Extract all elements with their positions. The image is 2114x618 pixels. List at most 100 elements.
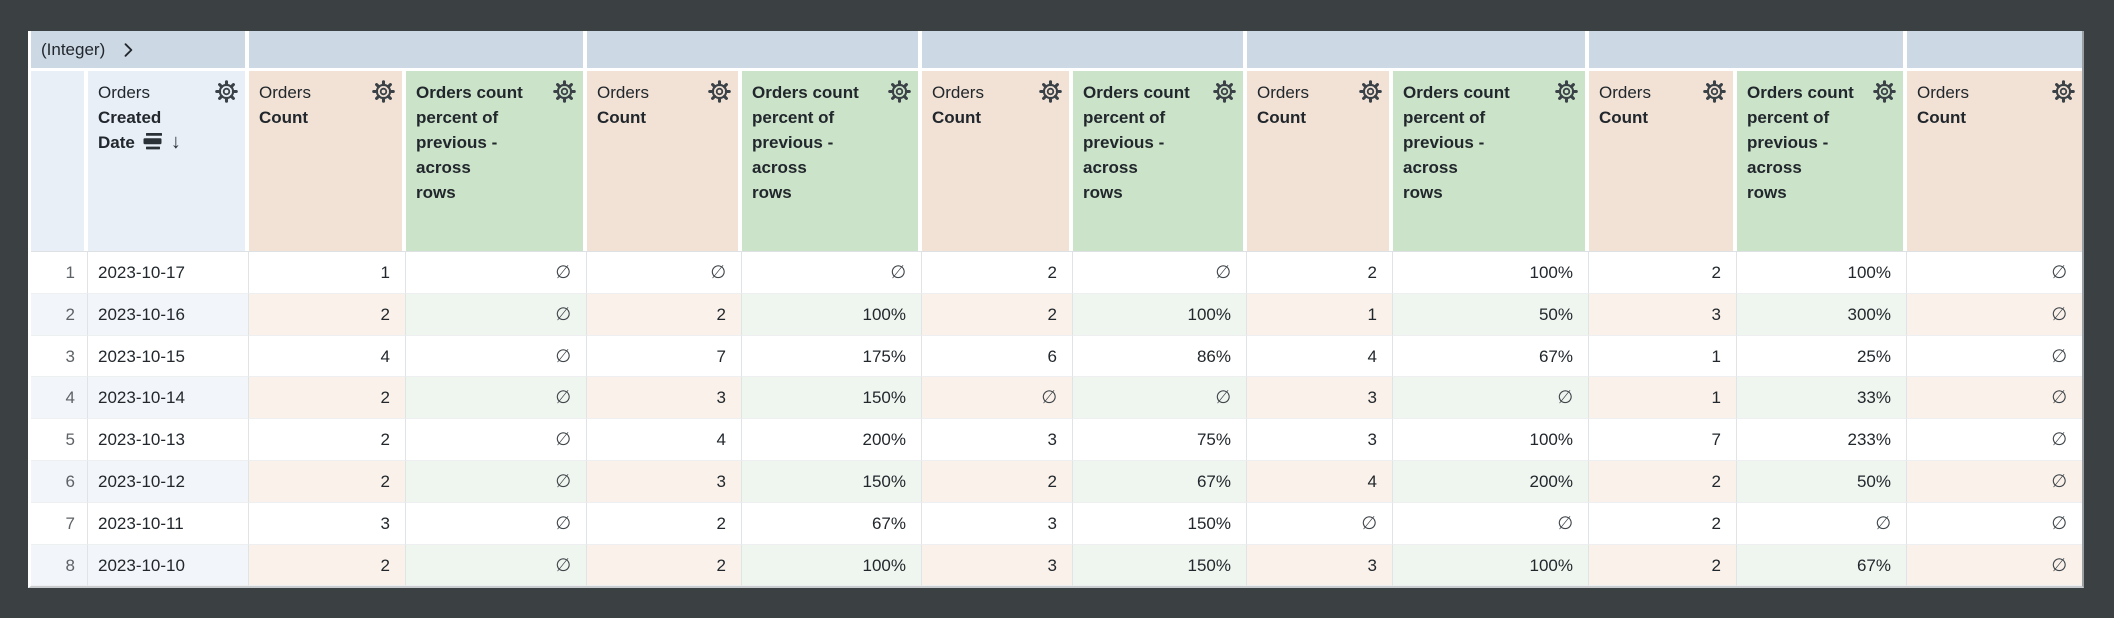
value-cell[interactable]: 2 [249,377,406,420]
value-cell[interactable]: 100% [1393,419,1589,461]
value-cell[interactable]: 67% [1737,544,1907,587]
gear-icon[interactable] [1213,80,1236,103]
gear-icon[interactable] [1555,80,1578,103]
column-header-orders-count[interactable]: Orders Count [249,71,406,251]
value-cell[interactable]: 3 [922,544,1073,587]
value-cell[interactable]: 2 [1589,502,1737,545]
value-cell[interactable]: 100% [742,293,922,336]
pivot-group-header[interactable]: (Integer) [31,31,249,71]
value-cell[interactable]: 3 [587,377,742,420]
column-header-orders-count[interactable]: Orders Count [1589,71,1737,251]
value-cell[interactable]: 200% [742,419,922,461]
value-cell[interactable]: 67% [742,502,922,545]
date-cell[interactable]: 2023-10-15 [88,335,249,378]
value-cell[interactable]: 4 [249,335,406,378]
value-cell[interactable]: 6 [922,335,1073,378]
column-header-orders-count[interactable]: Orders Count [922,71,1073,251]
value-cell[interactable]: 33% [1737,377,1907,420]
value-cell[interactable]: 150% [742,377,922,420]
value-cell[interactable]: 86% [1073,335,1247,378]
value-cell[interactable]: 300% [1737,293,1907,336]
value-cell[interactable]: 2 [587,293,742,336]
value-cell[interactable]: 7 [587,335,742,378]
value-cell[interactable]: 2 [1589,544,1737,587]
value-cell[interactable]: 3 [922,419,1073,461]
column-header-orders-count-percent-of-previous[interactable]: Orders count percent of previous - acros… [742,71,922,251]
null-cell: ∅ [1907,419,2082,461]
value-cell[interactable]: 4 [587,419,742,461]
gear-icon[interactable] [372,80,395,103]
gear-icon[interactable] [1703,80,1726,103]
gear-icon[interactable] [553,80,576,103]
value-cell[interactable]: 3 [1247,419,1393,461]
date-cell[interactable]: 2023-10-17 [88,252,249,294]
date-cell[interactable]: 2023-10-13 [88,419,249,461]
value-cell[interactable]: 2 [249,544,406,587]
value-cell[interactable]: 4 [1247,335,1393,378]
value-cell[interactable]: 2 [922,252,1073,294]
column-header-orders-count[interactable]: Orders Count [1247,71,1393,251]
value-cell[interactable]: 50% [1737,460,1907,503]
value-cell[interactable]: 2 [1247,252,1393,294]
value-cell[interactable]: 2 [922,460,1073,503]
gear-icon[interactable] [1359,80,1382,103]
value-cell[interactable]: 3 [1589,293,1737,336]
value-cell[interactable]: 67% [1073,460,1247,503]
view-name: Orders [1257,83,1309,102]
value-cell[interactable]: 4 [1247,460,1393,503]
value-cell[interactable]: 150% [1073,544,1247,587]
gear-icon[interactable] [215,80,238,103]
value-cell[interactable]: 2 [1589,460,1737,503]
date-cell[interactable]: 2023-10-12 [88,460,249,503]
gear-icon[interactable] [888,80,911,103]
value-cell[interactable]: 100% [1393,252,1589,294]
value-cell[interactable]: 150% [742,460,922,503]
value-cell[interactable]: 2 [922,293,1073,336]
value-cell[interactable]: 75% [1073,419,1247,461]
value-cell[interactable]: 2 [587,544,742,587]
column-header-orders-count-percent-of-previous[interactable]: Orders count percent of previous - acros… [406,71,587,251]
value-cell[interactable]: 175% [742,335,922,378]
value-cell[interactable]: 1 [1589,377,1737,420]
value-cell[interactable]: 233% [1737,419,1907,461]
value-cell[interactable]: 3 [587,460,742,503]
value-cell[interactable]: 67% [1393,335,1589,378]
value-cell[interactable]: 1 [249,252,406,294]
value-cell[interactable]: 1 [1247,293,1393,336]
column-header-orders-count-percent-of-previous[interactable]: Orders count percent of previous - acros… [1737,71,1907,251]
column-header-orders-created-date[interactable]: Orders Created Date ↓ [88,71,249,251]
value-cell[interactable]: 2 [249,419,406,461]
value-cell[interactable]: 3 [249,502,406,545]
value-cell[interactable]: 1 [1589,335,1737,378]
gear-icon[interactable] [1873,80,1896,103]
value-cell[interactable]: 3 [922,502,1073,545]
gear-icon[interactable] [708,80,731,103]
value-cell[interactable]: 50% [1393,293,1589,336]
column-header-orders-count[interactable]: Orders Count [587,71,742,251]
value-cell[interactable]: 25% [1737,335,1907,378]
value-cell[interactable]: 2 [1589,252,1737,294]
date-cell[interactable]: 2023-10-10 [88,544,249,587]
value-cell[interactable]: 2 [587,502,742,545]
value-cell[interactable]: 2 [249,460,406,503]
value-cell[interactable]: 100% [1393,544,1589,587]
value-cell[interactable]: 200% [1393,460,1589,503]
value-cell[interactable]: 150% [1073,502,1247,545]
pivot-group-label: (Integer) [41,39,106,59]
value-cell[interactable]: 2 [249,293,406,336]
value-cell[interactable]: 3 [1247,544,1393,587]
date-cell[interactable]: 2023-10-16 [88,293,249,336]
gear-icon[interactable] [2052,80,2075,103]
column-header-orders-count-percent-of-previous[interactable]: Orders count percent of previous - acros… [1073,71,1247,251]
column-header-orders-count[interactable]: Orders Count [1907,71,2082,251]
value-cell[interactable]: 100% [742,544,922,587]
gear-icon[interactable] [1039,80,1062,103]
value-cell[interactable]: 7 [1589,419,1737,461]
value-cell[interactable]: 3 [1247,377,1393,420]
value-cell[interactable]: 100% [1073,293,1247,336]
date-cell[interactable]: 2023-10-11 [88,502,249,545]
pivot-band-section [249,31,587,71]
date-cell[interactable]: 2023-10-14 [88,377,249,420]
value-cell[interactable]: 100% [1737,252,1907,294]
column-header-orders-count-percent-of-previous[interactable]: Orders count percent of previous - acros… [1393,71,1589,251]
